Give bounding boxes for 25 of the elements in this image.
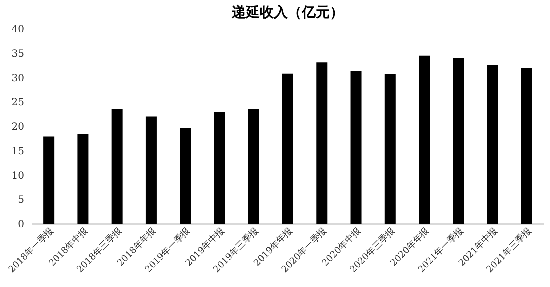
y-tick-label: 15	[12, 146, 24, 158]
y-tick-label: 10	[12, 170, 24, 182]
bar	[44, 136, 55, 224]
y-tick-label: 35	[12, 48, 24, 60]
y-tick-label: 30	[12, 73, 24, 84]
y-tick-label: 25	[12, 98, 24, 109]
bar	[453, 58, 464, 224]
bar	[521, 68, 532, 224]
bar	[146, 116, 157, 224]
bar	[282, 74, 294, 224]
y-tick-label: 40	[12, 24, 24, 36]
bar	[350, 71, 362, 224]
bar	[112, 109, 123, 224]
bar	[419, 56, 430, 224]
y-tick-label: 20	[12, 122, 24, 133]
bar	[487, 65, 498, 224]
bar	[248, 109, 260, 224]
bar	[214, 112, 226, 224]
bar	[384, 74, 396, 224]
y-tick-label: 0	[18, 220, 24, 230]
chart-title: 递延收入（亿元）	[231, 4, 344, 21]
y-tick-label: 5	[18, 195, 24, 206]
bar	[316, 62, 328, 224]
bar	[180, 128, 192, 224]
bar	[78, 134, 89, 224]
